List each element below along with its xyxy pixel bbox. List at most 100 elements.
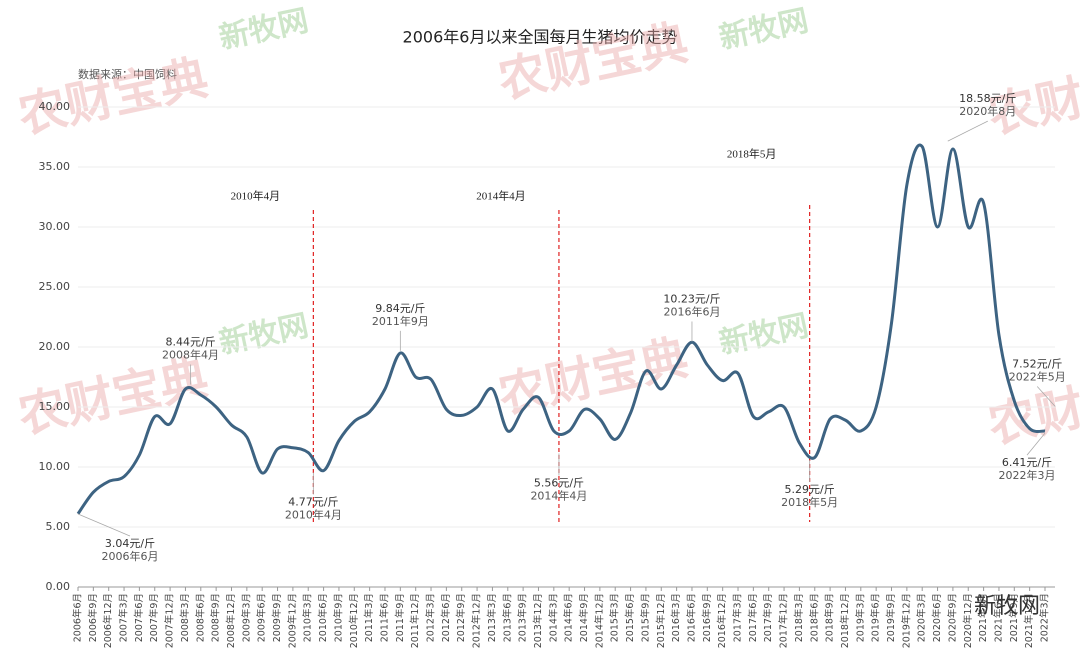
y-tick-label: 20.00 [39, 340, 71, 353]
annotation-value: 7.52元/斤 [1012, 358, 1062, 371]
x-tick-label: 2010年6月 [317, 593, 329, 642]
x-tick-label: 2020年6月 [931, 593, 943, 642]
y-tick-label: 5.00 [46, 520, 71, 533]
marker-label: 2018年5月 [727, 147, 777, 161]
x-tick-label: 2017年3月 [732, 593, 744, 642]
annotation-value: 9.84元/斤 [375, 302, 425, 315]
x-tick-label: 2021年3月 [977, 593, 989, 642]
x-tick-label: 2007年3月 [118, 593, 130, 642]
x-tick-label: 2021年9月 [1008, 593, 1020, 642]
annotation-date: 2022年3月 [999, 468, 1056, 482]
x-tick-label: 2014年12月 [593, 593, 605, 648]
annotation-date: 2018年5月 [781, 495, 838, 509]
x-tick-label: 2006年12月 [102, 593, 114, 648]
x-tick-label: 2019年6月 [870, 593, 882, 642]
price-line [76, 143, 1046, 515]
x-tick-label: 2008年12月 [225, 593, 237, 648]
x-tick-label: 2018年12月 [839, 593, 851, 648]
x-tick-label: 2006年9月 [87, 593, 99, 642]
annotation-date: 2008年4月 [162, 347, 219, 361]
y-tick-label: 15.00 [39, 400, 71, 413]
marker-label: 2014年4月 [476, 189, 526, 203]
annotation-leader [1026, 432, 1046, 456]
x-tick-label: 2013年6月 [501, 593, 513, 642]
x-tick-label: 2011年3月 [363, 593, 375, 642]
x-tick-label: 2022年3月 [1039, 593, 1051, 642]
y-tick-label: 25.00 [39, 280, 71, 293]
x-tick-label: 2009年9月 [271, 593, 283, 642]
x-tick-label: 2011年9月 [394, 593, 406, 642]
annotation-date: 2022年5月 [1009, 370, 1066, 384]
annotation-leader [1036, 386, 1056, 407]
x-tick-label: 2018年3月 [793, 593, 805, 642]
y-tick-label: 40.00 [39, 100, 71, 113]
x-tick-label: 2021年12月 [1023, 593, 1035, 648]
x-tick-label: 2011年12月 [409, 593, 421, 648]
x-tick-label: 2020年12月 [962, 593, 974, 648]
x-tick-label: 2016年6月 [685, 593, 697, 642]
x-tick-label: 2007年9月 [148, 593, 160, 642]
x-tick-label: 2013年3月 [486, 593, 498, 642]
x-tick-label: 2018年9月 [824, 593, 836, 642]
x-tick-label: 2008年3月 [179, 593, 191, 642]
annotation-value: 10.23元/斤 [663, 292, 720, 305]
x-tick-label: 2012年12月 [471, 593, 483, 648]
annotation-value: 6.41元/斤 [1002, 456, 1052, 469]
x-tick-label: 2009年3月 [240, 593, 252, 642]
watermark: 农财宝典 [14, 350, 213, 445]
x-tick-label: 2006年6月 [72, 593, 84, 642]
annotation-value: 5.56元/斤 [534, 477, 584, 490]
x-tick-label: 2016年9月 [701, 593, 713, 642]
annotation-date: 2006年6月 [102, 549, 159, 563]
x-tick-label: 2017年6月 [747, 593, 759, 642]
x-tick-label: 2007年6月 [133, 593, 145, 642]
x-tick-label: 2019年3月 [854, 593, 866, 642]
x-tick-label: 2014年9月 [578, 593, 590, 642]
x-tick-label: 2020年3月 [916, 593, 928, 642]
x-tick-label: 2008年9月 [210, 593, 222, 642]
chart-title: 2006年6月以来全国每月生猪均价走势 [403, 28, 678, 47]
annotation-value: 4.77元/斤 [288, 496, 338, 509]
x-tick-label: 2008年6月 [194, 593, 206, 642]
x-tick-label: 2021年6月 [992, 593, 1004, 642]
annotation-leader [947, 120, 988, 142]
x-tick-label: 2012年9月 [455, 593, 467, 642]
watermark: 新牧网 [216, 308, 311, 361]
x-tick-label: 2007年12月 [164, 593, 176, 648]
x-tick-label: 2015年3月 [609, 593, 621, 642]
watermark: 新牧网 [716, 308, 811, 361]
watermark: 新牧网 [716, 3, 811, 56]
annotation-value: 18.58元/斤 [959, 92, 1016, 105]
x-tick-label: 2012年3月 [425, 593, 437, 642]
annotation-leader [77, 513, 131, 537]
watermark: 农财宝典 [14, 50, 213, 145]
x-tick-label: 2014年3月 [547, 593, 559, 642]
annotation-date: 2011年9月 [372, 314, 429, 328]
y-tick-label: 0.00 [46, 580, 71, 593]
y-tick-label: 30.00 [39, 220, 71, 233]
x-tick-label: 2015年12月 [655, 593, 667, 648]
annotation-date: 2010年4月 [285, 508, 342, 522]
watermark: 新牧网 [216, 3, 311, 56]
logo: 新牧网 [974, 594, 1040, 619]
x-tick-label: 2018年6月 [808, 593, 820, 642]
x-tick-label: 2015年9月 [639, 593, 651, 642]
x-tick-label: 2011年6月 [378, 593, 390, 642]
marker-label: 2010年4月 [231, 189, 281, 203]
annotation-date: 2016年6月 [663, 304, 720, 318]
annotation-date: 2014年4月 [530, 489, 587, 503]
x-tick-label: 2013年9月 [517, 593, 529, 642]
annotation-value: 8.44元/斤 [165, 335, 215, 348]
x-tick-label: 2017年12月 [778, 593, 790, 648]
x-tick-label: 2010年9月 [332, 593, 344, 642]
x-tick-label: 2012年6月 [440, 593, 452, 642]
x-tick-label: 2020年9月 [946, 593, 958, 642]
x-tick-label: 2010年3月 [302, 593, 314, 642]
x-tick-label: 2015年6月 [624, 593, 636, 642]
x-tick-label: 2016年12月 [716, 593, 728, 648]
y-tick-label: 35.00 [39, 160, 71, 173]
x-tick-label: 2009年6月 [256, 593, 268, 642]
y-tick-label: 10.00 [39, 460, 71, 473]
source-note: 数据来源：中国饲料 [78, 67, 177, 81]
